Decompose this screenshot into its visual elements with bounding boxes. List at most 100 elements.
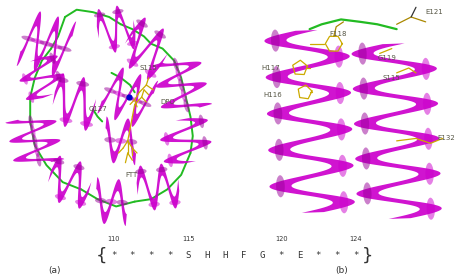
- Ellipse shape: [113, 91, 125, 97]
- Ellipse shape: [199, 115, 204, 128]
- Ellipse shape: [60, 117, 73, 123]
- Ellipse shape: [363, 182, 372, 205]
- Ellipse shape: [423, 93, 431, 115]
- Text: 120: 120: [275, 236, 287, 242]
- Text: }: }: [362, 246, 373, 264]
- Ellipse shape: [139, 101, 151, 107]
- Ellipse shape: [104, 87, 117, 94]
- Text: *: *: [334, 251, 339, 260]
- Text: DPO: DPO: [160, 99, 175, 105]
- Ellipse shape: [49, 52, 55, 64]
- Ellipse shape: [362, 147, 370, 169]
- Text: H117: H117: [261, 65, 280, 71]
- Ellipse shape: [145, 70, 156, 78]
- Ellipse shape: [169, 200, 181, 205]
- Ellipse shape: [148, 202, 160, 207]
- Ellipse shape: [39, 41, 54, 47]
- Text: G119: G119: [377, 55, 396, 61]
- Polygon shape: [125, 18, 168, 79]
- Ellipse shape: [30, 38, 45, 44]
- Ellipse shape: [424, 128, 433, 150]
- Text: *: *: [278, 251, 284, 260]
- Ellipse shape: [117, 200, 128, 205]
- Polygon shape: [6, 120, 64, 162]
- Ellipse shape: [156, 167, 167, 172]
- Text: H: H: [223, 251, 228, 260]
- Ellipse shape: [175, 68, 182, 81]
- Ellipse shape: [109, 44, 120, 49]
- Text: H: H: [204, 251, 210, 260]
- Ellipse shape: [36, 153, 41, 166]
- Polygon shape: [97, 6, 136, 53]
- Ellipse shape: [136, 20, 148, 28]
- Ellipse shape: [48, 43, 63, 49]
- Text: *: *: [167, 251, 172, 260]
- Text: S: S: [185, 251, 191, 260]
- Ellipse shape: [273, 102, 282, 124]
- Ellipse shape: [55, 194, 66, 200]
- Polygon shape: [352, 43, 442, 219]
- Ellipse shape: [336, 82, 345, 104]
- Ellipse shape: [272, 66, 281, 88]
- Text: *: *: [316, 251, 321, 260]
- Ellipse shape: [361, 113, 369, 135]
- Ellipse shape: [173, 58, 179, 71]
- Ellipse shape: [53, 158, 64, 164]
- Polygon shape: [106, 116, 136, 165]
- Ellipse shape: [335, 46, 343, 68]
- Ellipse shape: [338, 155, 347, 177]
- Ellipse shape: [339, 191, 348, 213]
- Polygon shape: [160, 118, 211, 164]
- Polygon shape: [96, 177, 127, 226]
- Text: *: *: [148, 251, 154, 260]
- Text: Q127: Q127: [88, 106, 107, 112]
- Ellipse shape: [126, 139, 137, 145]
- Text: E: E: [297, 251, 302, 260]
- Ellipse shape: [181, 89, 187, 102]
- Ellipse shape: [422, 58, 430, 80]
- Ellipse shape: [75, 200, 86, 206]
- Text: 124: 124: [349, 236, 362, 242]
- Ellipse shape: [32, 134, 37, 148]
- Text: E132: E132: [438, 136, 456, 141]
- Ellipse shape: [94, 12, 105, 17]
- Ellipse shape: [115, 138, 127, 144]
- Ellipse shape: [28, 92, 34, 103]
- Ellipse shape: [427, 198, 435, 220]
- Polygon shape: [48, 156, 91, 209]
- Ellipse shape: [73, 164, 84, 170]
- Text: *: *: [353, 251, 358, 260]
- Ellipse shape: [122, 94, 134, 100]
- Ellipse shape: [104, 137, 116, 143]
- Text: (b): (b): [335, 266, 347, 275]
- Ellipse shape: [167, 154, 173, 167]
- Ellipse shape: [80, 121, 93, 127]
- Ellipse shape: [127, 59, 138, 67]
- Ellipse shape: [275, 139, 283, 161]
- Text: (a): (a): [48, 266, 61, 275]
- Ellipse shape: [358, 43, 367, 65]
- Ellipse shape: [21, 36, 36, 42]
- Text: G: G: [260, 251, 265, 260]
- Ellipse shape: [271, 30, 280, 52]
- Ellipse shape: [28, 115, 34, 129]
- Ellipse shape: [130, 97, 143, 104]
- Text: 115: 115: [182, 236, 194, 242]
- Polygon shape: [17, 11, 76, 76]
- Ellipse shape: [127, 41, 138, 46]
- Polygon shape: [53, 73, 96, 131]
- Ellipse shape: [178, 78, 184, 92]
- Ellipse shape: [276, 175, 285, 197]
- Ellipse shape: [183, 99, 189, 112]
- Ellipse shape: [164, 132, 169, 145]
- Polygon shape: [137, 164, 179, 210]
- Text: F: F: [241, 251, 246, 260]
- Text: E121: E121: [426, 9, 443, 15]
- Text: *: *: [130, 251, 135, 260]
- Ellipse shape: [57, 46, 72, 52]
- Polygon shape: [264, 30, 355, 213]
- Ellipse shape: [135, 169, 146, 174]
- Ellipse shape: [30, 125, 36, 138]
- Ellipse shape: [337, 118, 346, 140]
- Ellipse shape: [76, 81, 89, 87]
